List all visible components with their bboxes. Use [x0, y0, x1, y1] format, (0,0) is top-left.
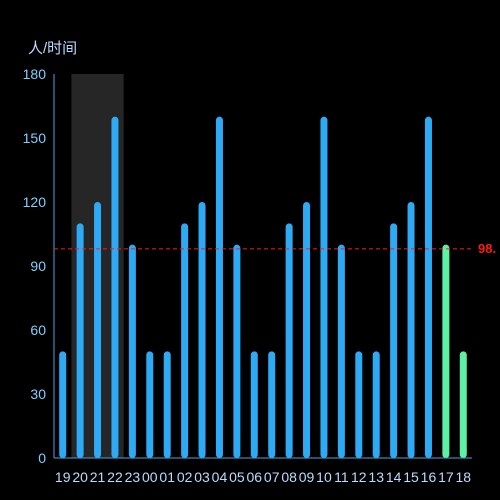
- x-tick-label: 14: [386, 469, 402, 485]
- bar-22[interactable]: [111, 116, 119, 459]
- x-tick-label: 02: [177, 469, 193, 485]
- average-line-layer: 98.: [54, 241, 496, 256]
- y-axis-unit-label: 人/时间: [28, 40, 77, 57]
- x-tick-label: 13: [368, 469, 384, 485]
- bar-02[interactable]: [181, 223, 189, 458]
- bar-19[interactable]: [59, 351, 67, 458]
- bar-21[interactable]: [94, 202, 102, 458]
- bar-07[interactable]: [268, 351, 276, 458]
- x-tick-label: 22: [107, 469, 123, 485]
- x-tick-label: 11: [334, 469, 349, 485]
- axis-layer: 0 30 60 90 120 150 180 19 20 21 22 23 00 01 02 03 04 05 06…: [23, 66, 472, 485]
- y-tick-label: 30: [30, 386, 46, 402]
- bar-23[interactable]: [128, 244, 136, 458]
- bar-14[interactable]: [390, 223, 398, 458]
- x-tick-label: 15: [403, 469, 419, 485]
- x-tick-label: 16: [421, 469, 437, 485]
- bar-20[interactable]: [76, 223, 84, 458]
- bar-12[interactable]: [355, 351, 363, 458]
- bar-06[interactable]: [250, 351, 258, 458]
- x-tick-label: 07: [264, 469, 280, 485]
- x-tick-label: 00: [142, 469, 158, 485]
- y-tick-label: 180: [23, 66, 47, 82]
- bar-01[interactable]: [163, 351, 171, 458]
- bar-08[interactable]: [285, 223, 293, 458]
- x-tick-label: 21: [90, 469, 106, 485]
- x-tick-label: 08: [281, 469, 297, 485]
- bar-18[interactable]: [459, 351, 467, 458]
- y-tick-label: 150: [23, 130, 47, 146]
- y-tick-label: 60: [30, 322, 46, 338]
- x-tick-label: 20: [72, 469, 88, 485]
- bar-15[interactable]: [407, 202, 415, 458]
- bar-04[interactable]: [215, 116, 223, 459]
- bar-05[interactable]: [233, 244, 241, 458]
- average-line-label: 98.: [478, 241, 496, 256]
- bar-layer: [59, 116, 467, 459]
- bar-13[interactable]: [372, 351, 380, 458]
- bar-00[interactable]: [146, 351, 154, 458]
- x-tick-label: 05: [229, 469, 245, 485]
- y-tick-label: 90: [30, 258, 46, 274]
- bar-09[interactable]: [303, 202, 311, 458]
- bar-16[interactable]: [424, 116, 432, 459]
- y-tick-label: 120: [23, 194, 47, 210]
- x-tick-label: 23: [125, 469, 141, 485]
- x-tick-label: 06: [247, 469, 263, 485]
- bar-11[interactable]: [337, 244, 345, 458]
- x-tick-label: 01: [159, 469, 175, 485]
- bar-10[interactable]: [320, 116, 328, 459]
- bar-03[interactable]: [198, 202, 206, 458]
- x-tick-label: 18: [456, 469, 472, 485]
- y-tick-label: 0: [38, 450, 46, 466]
- x-tick-label: 12: [351, 469, 367, 485]
- bar-17[interactable]: [442, 244, 450, 458]
- x-tick-label: 10: [316, 469, 332, 485]
- x-tick-label: 17: [438, 469, 454, 485]
- x-tick-label: 09: [299, 469, 315, 485]
- x-tick-label: 04: [212, 469, 228, 485]
- x-tick-label: 19: [55, 469, 71, 485]
- x-tick-label: 03: [194, 469, 210, 485]
